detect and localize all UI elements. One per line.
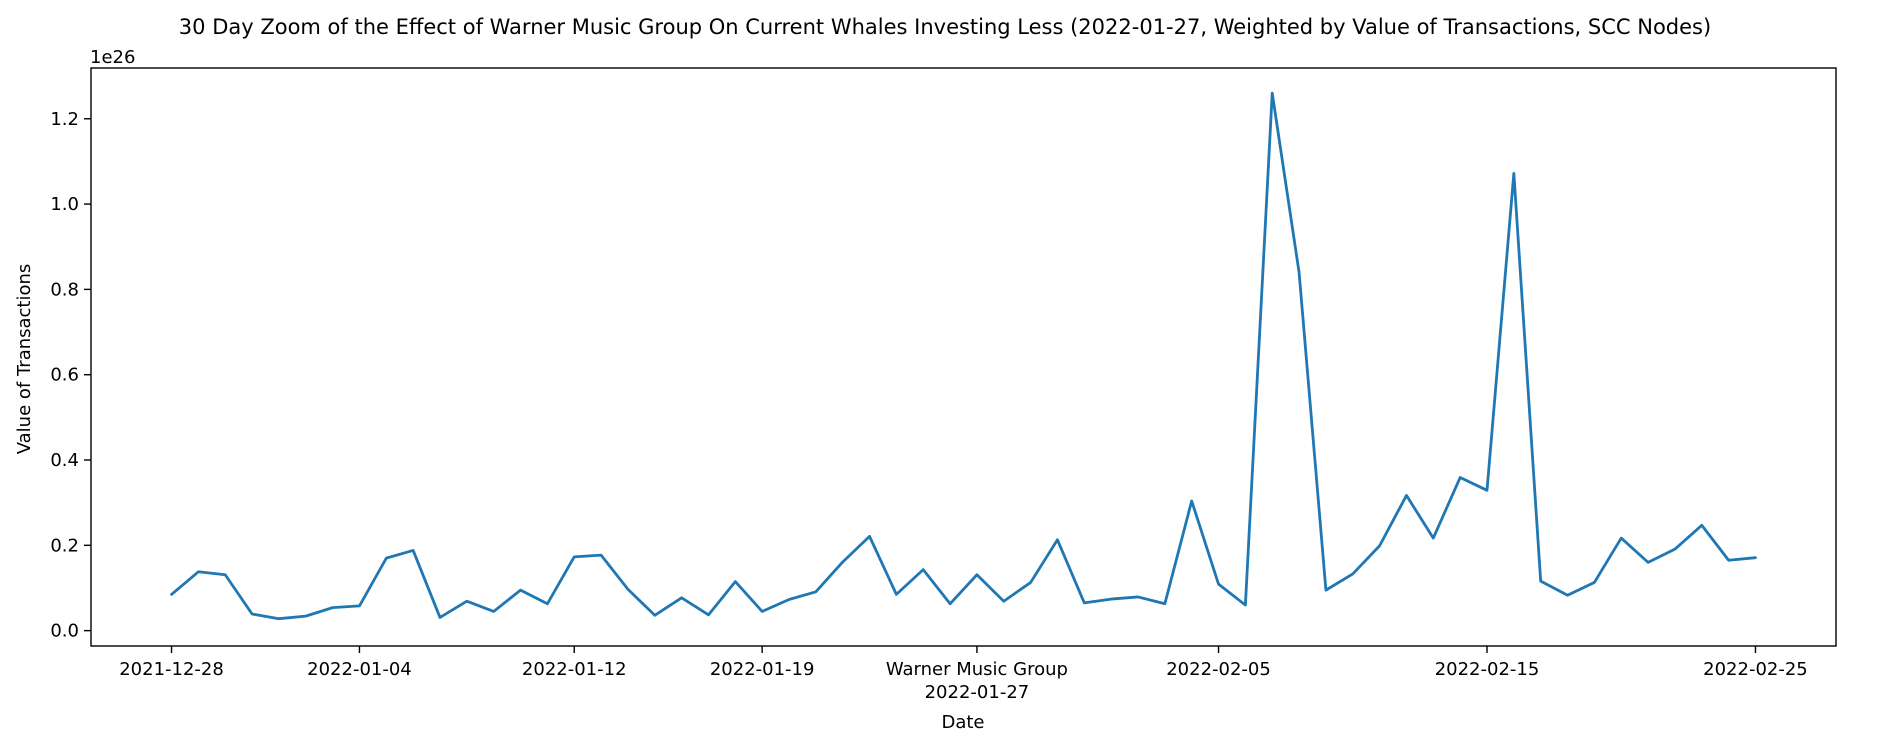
series-line — [170, 91, 1757, 621]
x-ticks: 2021-12-28 2022-01-04 2022-01-12 2022-01-19… — [119, 646, 1808, 703]
y-tick-label: 0.4 — [50, 450, 79, 471]
x-tick-label: 2021-12-28 — [119, 659, 224, 680]
x-tick-label: 2022-02-25 — [1703, 659, 1808, 680]
y-axis-label: Value of Transactions — [14, 264, 35, 455]
y-tick-label: 0.6 — [50, 365, 79, 386]
chart-title: 30 Day Zoom of the Effect of Warner Musi… — [179, 15, 1711, 39]
x-tick-label: 2022-02-15 — [1435, 659, 1540, 680]
plot-frame — [90, 67, 1837, 647]
x-axis-label: Date — [941, 712, 984, 733]
y-tick-label: 1.2 — [50, 109, 79, 130]
y-ticks: 0.0 0.2 0.4 0.6 0.8 1.0 1.2 — [50, 109, 91, 642]
y-tick-label: 1.0 — [50, 194, 79, 215]
y-tick-label: 0.0 — [50, 621, 79, 642]
y-offset-label: 1e26 — [90, 47, 135, 68]
y-tick-label: 0.8 — [50, 279, 79, 300]
x-tick-label: 2022-02-05 — [1166, 659, 1271, 680]
x-tick-label: 2022-01-12 — [522, 659, 627, 680]
y-tick-label: 0.2 — [50, 535, 79, 556]
x-tick-label: 2022-01-04 — [307, 659, 412, 680]
x-tick-label: 2022-01-19 — [710, 659, 815, 680]
x-tick-label: Warner Music Group 2022-01-27 — [886, 659, 1068, 703]
